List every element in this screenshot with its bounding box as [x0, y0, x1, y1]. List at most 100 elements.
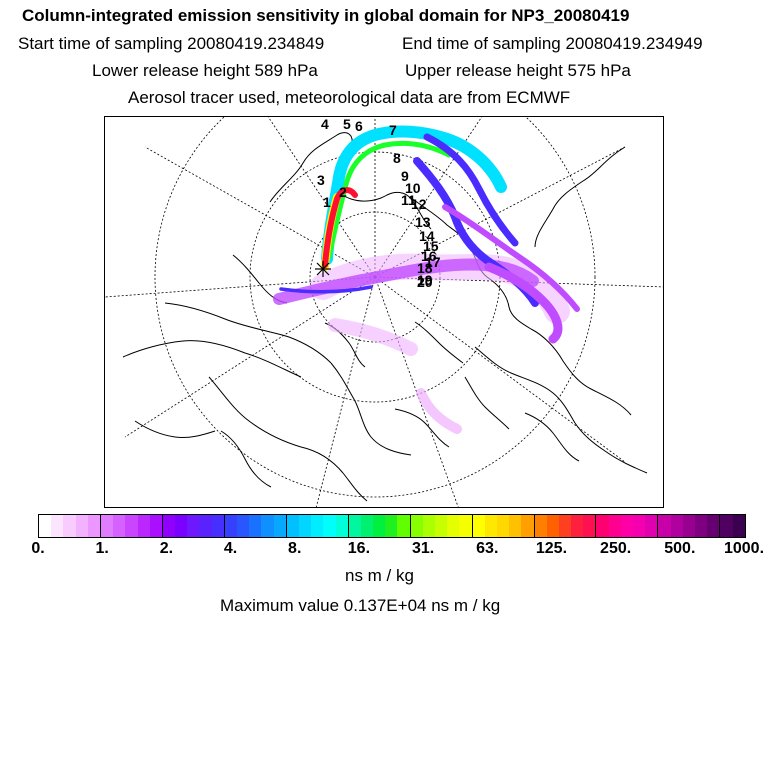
colorbar-cell	[409, 515, 423, 537]
colorbar-cell	[360, 515, 374, 537]
colorbar-cell	[583, 515, 596, 537]
colorbar-cell	[496, 515, 510, 537]
colorbar-cell	[633, 515, 646, 537]
colorbar-cell	[51, 515, 64, 537]
traj-label-13: 13	[415, 214, 431, 230]
trajectory-labels: 4 5 6 7 8 9 10 11 12 13 14 15 16 17 18 1…	[317, 117, 441, 290]
colorbar-cell	[385, 515, 398, 537]
colorbar-cell	[397, 515, 410, 537]
traj-label-2: 2	[339, 184, 347, 200]
map-canvas: 4 5 6 7 8 9 10 11 12 13 14 15 16 17 18 1…	[105, 117, 663, 507]
traj-label-20: 20	[417, 274, 433, 290]
traj-label-1: 1	[323, 194, 331, 210]
traj-label-15: 15	[423, 238, 439, 254]
colorbar-cell	[608, 515, 621, 537]
colorbar-cell	[471, 515, 485, 537]
colorbar-cell	[533, 515, 547, 537]
colorbar-cell	[521, 515, 534, 537]
colorbar-tick-label: 16.	[347, 540, 371, 557]
upper-release-text: Upper release height 575 hPa	[405, 61, 631, 80]
colorbar-cell	[670, 515, 683, 537]
colorbar-cell	[99, 515, 114, 537]
traj-label-4: 4	[321, 117, 329, 132]
traj-label-17: 17	[425, 254, 441, 270]
colorbar-tick-label: 0.	[31, 540, 45, 557]
tracer-info-text: Aerosol tracer used, meteorological data…	[128, 88, 571, 107]
colorbar-cell	[323, 515, 336, 537]
colorbar-cell	[237, 515, 250, 537]
map-panel: 4 5 6 7 8 9 10 11 12 13 14 15 16 17 18 1…	[104, 116, 664, 508]
colorbar-cell	[459, 515, 472, 537]
colorbar-cell	[113, 515, 126, 537]
colorbar-cell	[223, 515, 237, 537]
colorbar-tick-label: 2.	[159, 540, 174, 557]
colorbar-tick-label: 125.	[535, 540, 568, 557]
colorbar-cell	[149, 515, 162, 537]
coastlines	[122, 132, 648, 502]
colorbar-tick-label: 1000.	[723, 540, 765, 557]
colorbar-tick-label: 63.	[476, 540, 499, 557]
colorbar-cell	[175, 515, 188, 537]
colorbar-cell	[261, 515, 274, 537]
colorbar-cell	[137, 515, 150, 537]
colorbar-cell	[509, 515, 522, 537]
colorbar-cell	[75, 515, 88, 537]
colorbar-cell	[620, 515, 633, 537]
colorbar-tick-label: 4.	[223, 540, 238, 557]
colorbar-cell	[39, 515, 52, 537]
colorbar-cell	[273, 515, 286, 537]
colorbar-units: ns m / kg	[345, 566, 414, 585]
meridians	[105, 117, 663, 507]
start-time-text: Start time of sampling 20080419.234849	[18, 34, 325, 53]
colorbar-cell	[682, 515, 695, 537]
colorbar-cell	[595, 515, 609, 537]
colorbar-cell	[347, 515, 361, 537]
colorbar-cell	[422, 515, 435, 537]
colorbar-tick-label: 31.	[411, 540, 435, 557]
traj-label-8: 8	[393, 150, 401, 166]
traj-label-7: 7	[389, 122, 397, 138]
colorbar-cell	[732, 515, 745, 537]
colorbar-cell	[63, 515, 76, 537]
traj-label-16: 16	[421, 248, 437, 264]
colorbar-cell	[298, 515, 312, 537]
traj-label-18: 18	[417, 260, 433, 276]
colorbar-cell	[211, 515, 224, 537]
colorbar-cell	[311, 515, 324, 537]
colorbar-cell	[199, 515, 212, 537]
colorbar-cell	[558, 515, 572, 537]
colorbar-cell	[87, 515, 100, 537]
lower-release-text: Lower release height 589 hPa	[92, 61, 318, 80]
colorbar	[38, 514, 746, 538]
colorbar-cell	[435, 515, 448, 537]
colorbar-tick-label: 8.	[288, 540, 302, 557]
colorbar-cell	[249, 515, 262, 537]
colorbar-cell	[657, 515, 671, 537]
traj-label-19: 19	[417, 272, 433, 288]
colorbar-cell	[373, 515, 386, 537]
colorbar-cell	[484, 515, 497, 537]
emission-plume	[273, 125, 580, 434]
end-time-text: End time of sampling 20080419.234949	[402, 34, 703, 53]
colorbar-cell	[161, 515, 176, 537]
colorbar-cell	[335, 515, 348, 537]
colorbar-cell	[571, 515, 584, 537]
traj-label-14: 14	[419, 228, 435, 244]
traj-label-10: 10	[405, 180, 421, 196]
traj-label-12: 12	[411, 196, 427, 212]
colorbar-cell	[187, 515, 200, 537]
colorbar-cell	[546, 515, 559, 537]
release-location-marker	[315, 261, 331, 277]
colorbar-tick-label: 500.	[664, 540, 696, 557]
colorbar-tick-label: 250.	[600, 540, 632, 557]
colorbar-cell	[694, 515, 708, 537]
page-title: Column-integrated emission sensitivity i…	[22, 6, 630, 25]
colorbar-cell	[707, 515, 720, 537]
maximum-value-text: Maximum value 0.137E+04 ns m / kg	[220, 596, 501, 615]
traj-label-5: 5	[343, 117, 351, 132]
traj-label-9: 9	[401, 168, 409, 184]
colorbar-cell	[125, 515, 138, 537]
colorbar-cell	[719, 515, 733, 537]
colorbar-cell	[447, 515, 460, 537]
traj-label-6: 6	[355, 118, 363, 134]
